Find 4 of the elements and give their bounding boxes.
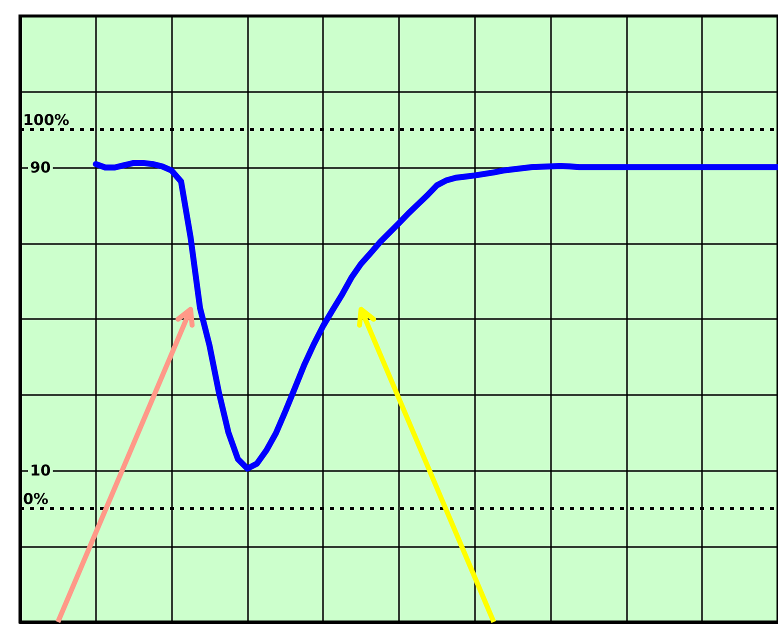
ref-line-label: 100% [23,111,70,130]
y-tick-label: 10 [30,462,51,480]
ref-line-label: 0% [23,490,48,508]
y-tick-label: 90 [30,158,51,176]
